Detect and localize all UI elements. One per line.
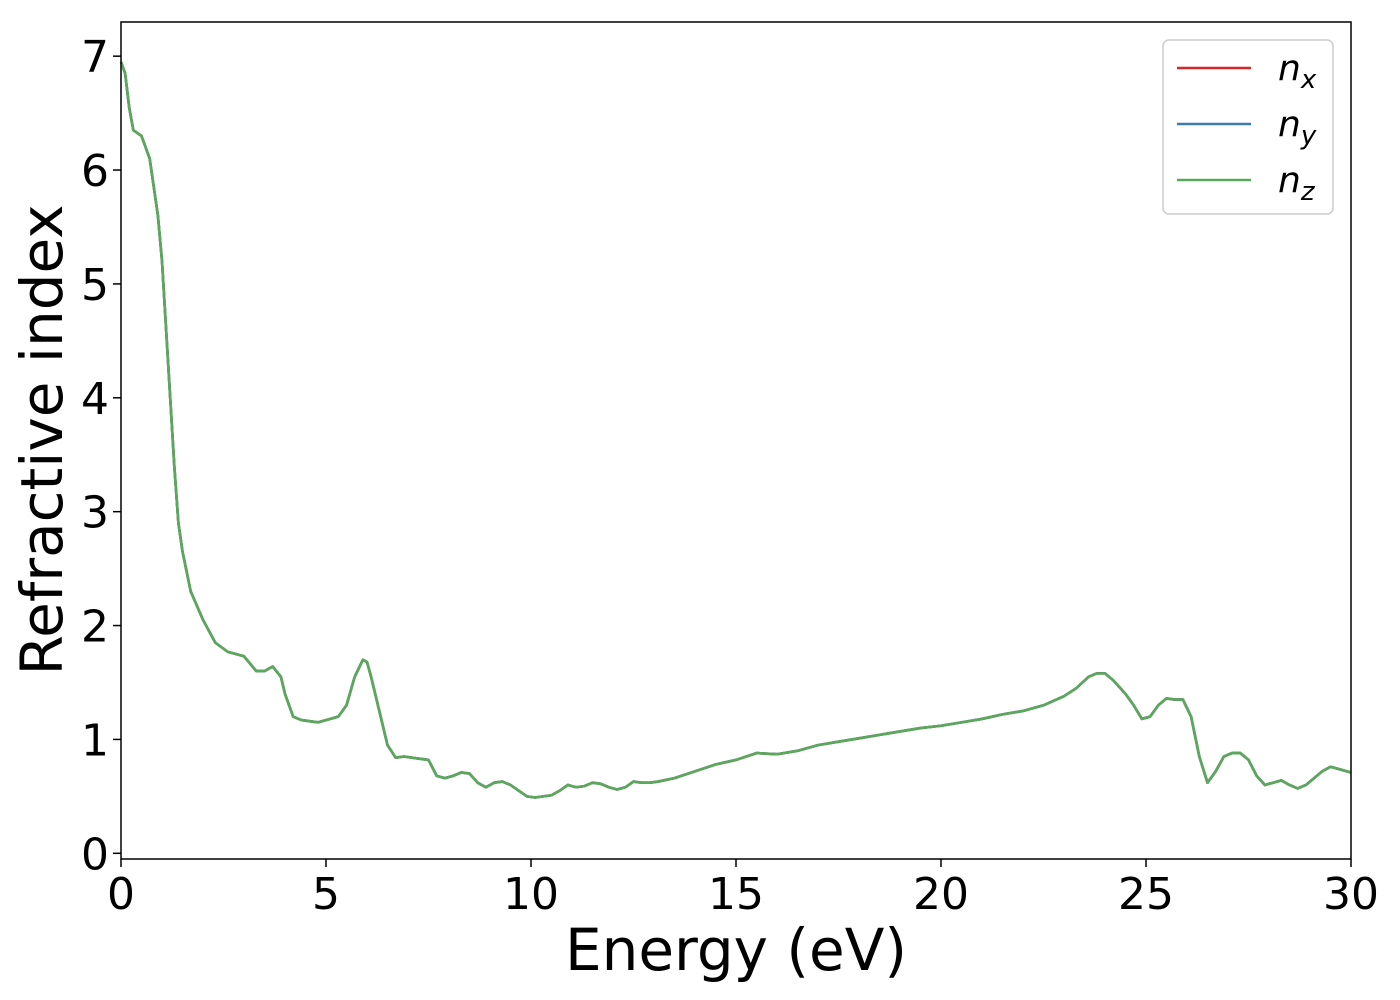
legend-label-subscript: x xyxy=(1300,65,1317,95)
x-tick-label: 10 xyxy=(503,869,559,920)
legend-label-main: n xyxy=(1278,48,1301,89)
y-tick-label: 5 xyxy=(81,260,109,311)
y-tick-label: 1 xyxy=(81,715,109,766)
y-tick-label: 4 xyxy=(81,374,109,425)
y-tick-label: 3 xyxy=(81,488,109,539)
legend-box xyxy=(1162,39,1334,215)
x-axis-ticks: 0 5 10 15 20 25 30 xyxy=(107,859,1379,920)
x-tick-label: 20 xyxy=(913,869,969,920)
y-tick-label: 0 xyxy=(81,829,109,880)
y-tick-label: 6 xyxy=(81,146,109,197)
series-layer xyxy=(119,61,1352,799)
x-axis-title: Energy (eV) xyxy=(565,916,907,984)
x-tick-label: 15 xyxy=(708,869,764,920)
x-tick-label: 0 xyxy=(107,869,135,920)
legend-label-subscript: z xyxy=(1300,177,1316,207)
legend-label-ny: ny xyxy=(1278,104,1317,151)
legend-label-nx: nx xyxy=(1278,48,1317,95)
legend-label-main: n xyxy=(1278,104,1301,145)
legend-label-nz: nz xyxy=(1278,160,1316,207)
x-tick-label: 5 xyxy=(312,869,340,920)
legend-label-subscript: y xyxy=(1300,121,1317,151)
y-tick-label: 2 xyxy=(81,602,109,653)
x-tick-label: 30 xyxy=(1323,869,1379,920)
y-axis-ticks: 0 1 2 3 4 5 6 7 xyxy=(81,32,121,880)
legend-label-main: n xyxy=(1278,160,1301,201)
y-tick-label: 7 xyxy=(81,32,109,83)
x-tick-label: 25 xyxy=(1118,869,1174,920)
y-axis-title: Refractive index xyxy=(8,204,76,675)
series-line-nz xyxy=(119,61,1352,799)
